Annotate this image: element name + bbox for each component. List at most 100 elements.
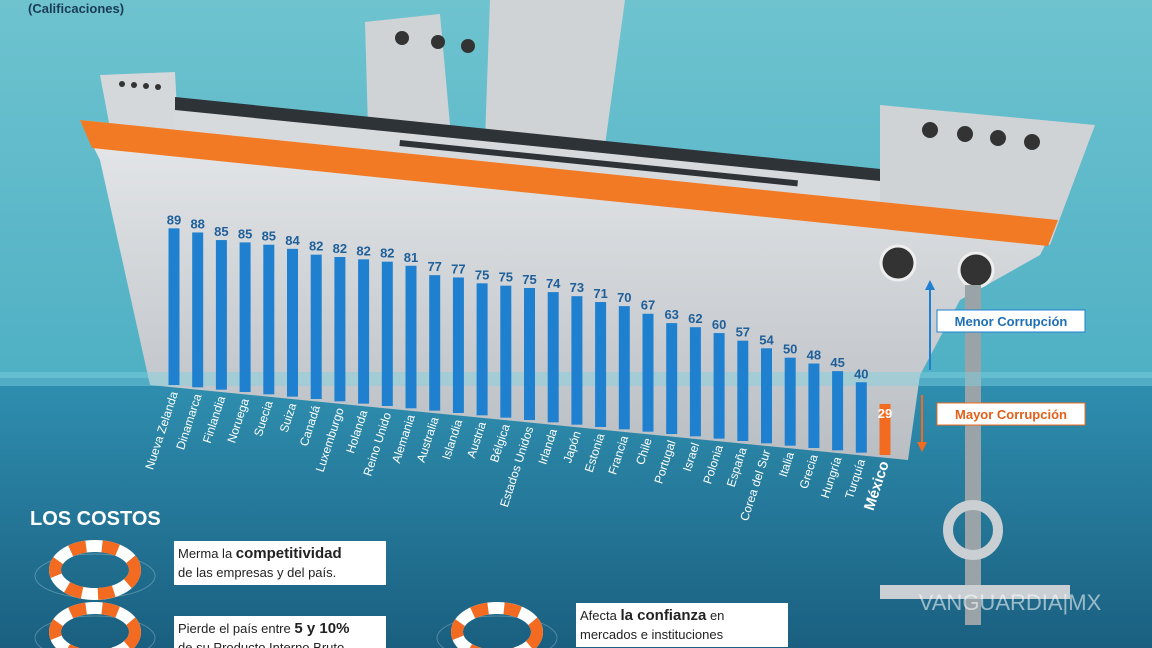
cost-text: de las empresas y del país. — [178, 565, 336, 580]
bar — [429, 275, 441, 411]
chain — [965, 285, 981, 625]
orange-band — [80, 120, 1058, 246]
lifebuoy-stripes — [49, 540, 141, 600]
bar — [855, 382, 867, 453]
value-label: 60 — [712, 317, 726, 332]
annotation: Menor Corrupción — [955, 314, 1068, 329]
bar — [879, 403, 891, 455]
value-label: 57 — [736, 325, 750, 340]
bar — [595, 302, 607, 427]
stack — [365, 14, 450, 128]
value-label: 67 — [641, 298, 655, 313]
porthole — [461, 39, 475, 53]
value-label: 77 — [427, 259, 441, 274]
value-label: 85 — [262, 229, 276, 244]
porthole — [119, 81, 125, 87]
porthole — [1024, 134, 1040, 150]
cost-box — [576, 603, 788, 647]
cost-text-part: en — [706, 608, 724, 623]
arrowhead — [925, 280, 935, 290]
porthole — [957, 126, 973, 142]
bar — [310, 254, 322, 399]
bar — [666, 323, 678, 434]
watermark: VANGUARDIA|MX — [919, 590, 1102, 615]
cost-text: Pierde el país entre 5 y 10% — [178, 620, 349, 637]
bar — [547, 292, 559, 423]
value-label: 88 — [190, 216, 204, 231]
bar — [334, 257, 346, 402]
value-label: 81 — [404, 250, 418, 265]
lifebuoy-stripes — [451, 602, 543, 648]
porthole — [922, 122, 938, 138]
bar — [524, 288, 535, 420]
value-label: 62 — [688, 311, 702, 326]
porthole — [143, 83, 149, 89]
lifebuoy-stripes — [49, 602, 141, 648]
bar — [737, 340, 749, 441]
value-label: 50 — [783, 342, 797, 357]
bar — [784, 357, 796, 446]
costs-title: LOS COSTOS — [30, 508, 161, 530]
value-label: 82 — [309, 239, 323, 254]
cost-box — [174, 541, 386, 585]
bar — [761, 348, 772, 444]
bar — [713, 333, 725, 439]
value-label: 82 — [356, 243, 370, 258]
cost-text: mercados e instituciones — [580, 627, 724, 642]
annotation-box — [936, 402, 1086, 426]
cabin — [100, 72, 178, 130]
cost-text-bold: competitividad — [236, 545, 342, 562]
stack — [485, 0, 625, 145]
value-label: 82 — [380, 246, 394, 261]
value-label: 85 — [214, 224, 228, 239]
value-label: 45 — [830, 355, 844, 370]
bar — [832, 371, 844, 451]
porthole — [990, 130, 1006, 146]
annotation: Mayor Corrupción — [955, 407, 1067, 422]
subtitle: (Calificaciones) — [28, 1, 124, 16]
value-label: 82 — [333, 241, 347, 256]
lifebuoy-shadow — [34, 615, 156, 648]
value-label: 75 — [522, 272, 536, 287]
cost-text: Merma la competitividad — [178, 545, 342, 562]
porthole — [395, 31, 409, 45]
cost-box — [174, 616, 386, 648]
value-label: 84 — [285, 233, 300, 248]
porthole — [131, 82, 137, 88]
cost-text-part: Pierde el país entre — [178, 621, 294, 636]
bar — [689, 327, 701, 437]
bar — [476, 283, 488, 416]
bar — [168, 228, 180, 385]
value-label: 74 — [546, 276, 561, 291]
windows — [399, 140, 798, 187]
bar — [192, 232, 204, 388]
bar — [571, 296, 583, 425]
bar — [287, 248, 298, 397]
cost-text-part: Merma la — [178, 546, 236, 561]
bar — [452, 277, 464, 413]
bar — [358, 259, 370, 404]
value-label: 71 — [593, 286, 607, 301]
value-label: 77 — [451, 261, 465, 276]
cost-text: Afecta la confianza en — [580, 607, 724, 624]
value-label: 89 — [167, 212, 181, 227]
bar — [405, 265, 417, 409]
annotation-box — [936, 309, 1086, 333]
bar — [239, 242, 251, 392]
value-label: 54 — [759, 332, 774, 347]
arrowhead — [917, 442, 927, 452]
cost-text-part: Afecta — [580, 608, 620, 623]
value-label: 73 — [570, 280, 584, 295]
hawse — [879, 244, 917, 282]
cost-text-bold: la confianza — [620, 607, 707, 624]
value-label: 75 — [475, 267, 489, 282]
bar — [381, 261, 393, 406]
value-label: 29 — [878, 406, 892, 421]
bar — [215, 240, 227, 390]
value-label: 48 — [807, 348, 821, 363]
porthole — [431, 35, 445, 49]
value-label: 70 — [617, 290, 631, 305]
anchor-ring — [943, 500, 1003, 560]
lifebuoy-shadow — [436, 615, 558, 648]
